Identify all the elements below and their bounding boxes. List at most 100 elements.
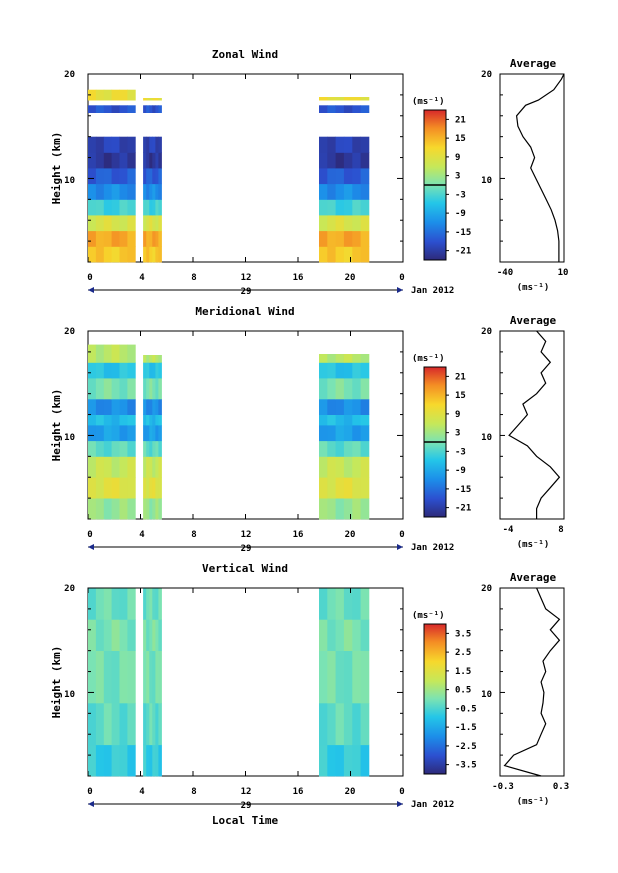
heatmap-cell xyxy=(335,414,345,426)
avg-x-axis-label: (ms⁻¹) xyxy=(517,540,550,550)
heatmap-cell xyxy=(152,398,156,415)
heatmap-cell xyxy=(149,440,153,457)
heatmap-cell xyxy=(111,440,120,457)
heatmap-cell xyxy=(88,230,97,247)
heatmap-cell xyxy=(119,378,128,400)
heatmap-cell xyxy=(95,477,105,499)
heatmap-cell xyxy=(152,456,156,478)
heatmap-cell xyxy=(352,136,361,153)
heatmap-cell xyxy=(152,425,156,442)
colorbar-tick-label: -9 xyxy=(455,209,466,219)
heatmap-cell xyxy=(343,105,353,113)
heatmap-cell xyxy=(143,378,147,400)
heatmap-cell xyxy=(327,215,336,232)
heatmap-cell xyxy=(111,378,120,400)
heatmap-cell xyxy=(119,619,128,651)
heatmap-cell xyxy=(103,477,113,499)
heatmap-cell xyxy=(111,398,120,415)
heatmap-cell xyxy=(88,588,97,620)
heatmap-cell xyxy=(146,136,150,153)
heatmap-cell xyxy=(111,246,120,263)
panel-title: Meridional Wind xyxy=(195,305,294,318)
avg-x-axis-label: (ms⁻¹) xyxy=(517,797,550,807)
heatmap-cell xyxy=(343,354,353,363)
heatmap-cell xyxy=(111,183,120,200)
heatmap-cell xyxy=(327,168,336,185)
heatmap-cell xyxy=(327,105,336,113)
heatmap-cell xyxy=(95,498,105,520)
heatmap-cell xyxy=(146,199,150,216)
heatmap-cell xyxy=(149,702,153,746)
heatmap-cell xyxy=(152,98,156,101)
heatmap-cell xyxy=(352,498,361,520)
heatmap-cell xyxy=(319,362,328,379)
heatmap-cell xyxy=(143,702,147,746)
heatmap-cell xyxy=(127,136,136,153)
heatmap-cell xyxy=(88,378,97,400)
heatmap-cell xyxy=(155,136,159,153)
heatmap-cell xyxy=(155,199,159,216)
heatmap-cell xyxy=(327,744,336,777)
heatmap-cell xyxy=(95,152,105,169)
heatmap-cell xyxy=(352,456,361,478)
heatmap-cell xyxy=(155,456,159,478)
heatmap-cell xyxy=(352,588,361,620)
heatmap-cell xyxy=(352,183,361,200)
heatmap-cell xyxy=(88,477,97,499)
colorbar-tick-label: -15 xyxy=(455,228,471,238)
heatmap-cell xyxy=(327,650,336,704)
heatmap-cell xyxy=(95,105,105,113)
x-tick-label: 12 xyxy=(241,787,252,797)
heatmap-cell xyxy=(343,425,353,442)
heatmap-cell xyxy=(155,230,159,247)
colorbar-tick-label: 9 xyxy=(455,153,460,163)
heatmap-cell xyxy=(103,152,113,169)
x-tick-label: 16 xyxy=(293,273,304,283)
heatmap-cell xyxy=(327,362,336,379)
heatmap-cell xyxy=(111,650,120,704)
heatmap-cell xyxy=(360,425,370,442)
heatmap-cell xyxy=(103,378,113,400)
colorbar-tick-label: 3 xyxy=(455,429,460,439)
heatmap-cell xyxy=(335,456,345,478)
heatmap-cell xyxy=(149,744,153,777)
heatmap-cell xyxy=(155,702,159,746)
heatmap-cell xyxy=(143,98,147,101)
heatmap-cell xyxy=(152,619,156,651)
heatmap-cell xyxy=(335,702,345,746)
heatmap-cell xyxy=(327,199,336,216)
heatmap-cell xyxy=(327,183,336,200)
panel-title: Vertical Wind xyxy=(202,562,288,575)
heatmap-cell xyxy=(327,398,336,415)
heatmap-cell xyxy=(360,354,370,363)
heatmap-cell xyxy=(343,246,353,263)
heatmap-cell xyxy=(327,136,336,153)
heatmap-cell xyxy=(360,230,370,247)
heatmap-cell xyxy=(119,398,128,415)
heatmap-cell xyxy=(319,456,328,478)
heatmap-cell xyxy=(146,98,150,101)
heatmap-cell xyxy=(119,440,128,457)
heatmap-cell xyxy=(155,355,159,363)
heatmap-cell xyxy=(127,378,136,400)
heatmap-cell xyxy=(149,246,153,263)
heatmap-cell xyxy=(335,246,345,263)
heatmap-cell xyxy=(88,199,97,216)
heatmap-cell xyxy=(103,498,113,520)
y-tick-label: 10 xyxy=(64,176,75,186)
heatmap-cell xyxy=(155,440,159,457)
heatmap-cell xyxy=(143,425,147,442)
heatmap-cell xyxy=(127,702,136,746)
heatmap-cell xyxy=(127,425,136,442)
heatmap-cell xyxy=(119,230,128,247)
x-tick-label: 0 xyxy=(87,787,92,797)
heatmap-cell xyxy=(127,344,136,363)
date-label: 29 xyxy=(241,544,252,554)
heatmap-cell xyxy=(158,199,162,216)
heatmap-cell xyxy=(127,456,136,478)
heatmap-cell xyxy=(127,619,136,651)
date-axis-right-arrow-icon xyxy=(397,801,403,807)
heatmap-cell xyxy=(143,215,147,232)
heatmap-cell xyxy=(143,744,147,777)
